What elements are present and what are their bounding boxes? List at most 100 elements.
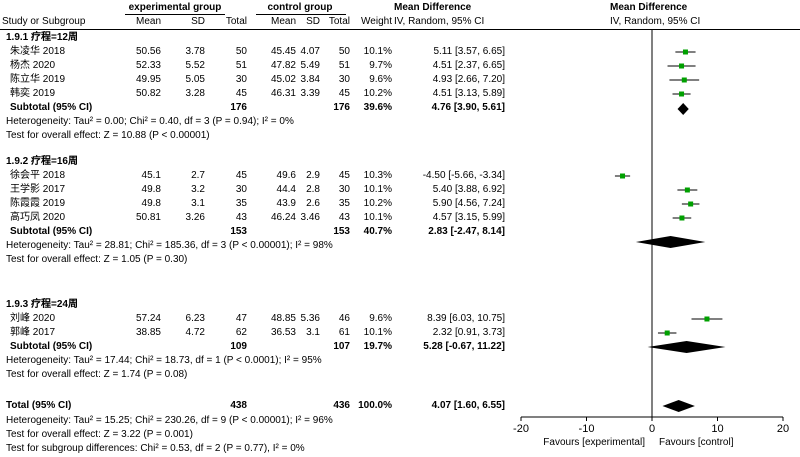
mean-difference-ci: 4.51 [3.13, 5.89]: [432, 88, 505, 99]
exp-total: 51: [235, 60, 247, 71]
ctrl-sd: 5.49: [300, 60, 320, 71]
subtotal-exp-total: 153: [230, 226, 247, 237]
overall-effect-text: Test for overall effect: Z = 1.05 (P = 0…: [6, 254, 188, 265]
exp-mean: 49.8: [141, 198, 161, 209]
ctrl-mean: 48.85: [270, 313, 296, 324]
ctrl-total: 43: [338, 212, 350, 223]
study-point: [620, 173, 626, 179]
ctrl-total: 50: [338, 46, 350, 57]
exp-total: 45: [235, 88, 247, 99]
weight: 10.2%: [363, 198, 392, 209]
study-point: [684, 187, 690, 193]
ctrl-sd: 3.39: [300, 88, 320, 99]
ctrl-sd: 2.9: [306, 170, 320, 181]
ctrl-total: 45: [338, 170, 350, 181]
mean-difference-header-left: Mean Difference: [394, 2, 472, 13]
total-diamond: [662, 400, 695, 412]
exp-sd: 6.23: [185, 313, 205, 324]
study-point: [681, 77, 687, 83]
ctrl-sd: 5.36: [300, 313, 320, 324]
study-column-header: Study or Subgroup: [2, 16, 86, 27]
study-name: 陈立华 2019: [10, 74, 66, 85]
total-label: Total (95% CI): [6, 400, 72, 411]
exp-total: 30: [235, 184, 247, 195]
mean-difference-ci: 4.57 [3.15, 5.99]: [432, 212, 505, 223]
study-name: 韩奕 2019: [10, 88, 56, 99]
ctrl-total: 61: [338, 327, 350, 338]
exp-total: 30: [235, 74, 247, 85]
exp-mean: 45.1: [141, 170, 161, 181]
ctrl-total: 35: [338, 198, 350, 209]
ctrl-sd: 2.6: [306, 198, 320, 209]
ctrl-mean: 49.6: [276, 170, 296, 181]
x-axis-tick-label: 20: [777, 423, 789, 435]
subtotal-diamond: [635, 236, 706, 248]
mean-difference-ci: 4.51 [2.37, 6.65]: [432, 60, 505, 71]
overall-effect-text: Test for overall effect: Z = 1.74 (P = 0…: [6, 369, 188, 380]
header-bottom-rule: [0, 29, 800, 30]
exp-mean: 50.81: [135, 212, 161, 223]
exp-sd: 4.72: [185, 327, 205, 338]
weight: 10.1%: [363, 212, 392, 223]
study-point: [688, 201, 694, 207]
subgroup-differences-text: Test for subgroup differences: Chi² = 0.…: [6, 443, 305, 454]
weight: 10.2%: [363, 88, 392, 99]
ctrl-sd: 4.07: [300, 46, 320, 57]
total-overall-effect-text: Test for overall effect: Z = 3.22 (P = 0…: [6, 429, 193, 440]
exp-mean: 50.56: [135, 46, 161, 57]
total1-column-header: Total: [225, 16, 247, 27]
sd1-column-header: SD: [191, 16, 205, 27]
group-title: 1.9.1 疗程=12周: [6, 32, 78, 43]
mean-difference-header-right: Mean Difference: [610, 2, 688, 13]
study-point: [704, 316, 710, 322]
exp-sd: 2.7: [191, 170, 205, 181]
weight: 10.3%: [363, 170, 392, 181]
ctrl-mean: 36.53: [270, 327, 296, 338]
exp-sd: 3.28: [185, 88, 205, 99]
ctrl-mean: 46.31: [270, 88, 296, 99]
mean-difference-ci: 5.90 [4.56, 7.24]: [432, 198, 505, 209]
control-group-header: control group: [267, 2, 333, 13]
study-point: [679, 91, 685, 97]
ci-column-header-left: IV, Random, 95% CI: [394, 16, 485, 27]
subtotal-exp-total: 176: [230, 102, 247, 113]
x-axis-tick-label: 0: [649, 423, 655, 435]
mean-difference-ci: -4.50 [-5.66, -3.34]: [422, 170, 505, 181]
mean2-column-header: Mean: [270, 16, 296, 27]
subtotal-ci: 4.76 [3.90, 5.61]: [431, 102, 505, 113]
exp-total: 62: [235, 327, 247, 338]
weight: 10.1%: [363, 184, 392, 195]
study-point: [679, 63, 685, 69]
weight-column-header: Weight: [361, 16, 392, 27]
group-title: 1.9.3 疗程=24周: [6, 299, 78, 310]
exp-sd: 3.78: [185, 46, 205, 57]
ctrl-mean: 43.9: [276, 198, 296, 209]
exp-sd: 3.2: [191, 184, 205, 195]
x-axis-tick-label: -10: [579, 423, 595, 435]
subtotal-weight: 40.7%: [363, 226, 392, 237]
total-ci: 4.07 [1.60, 6.55]: [431, 400, 505, 411]
study-name: 徐会平 2018: [10, 170, 66, 181]
control-header-rule: [256, 14, 346, 15]
exp-total: 45: [235, 170, 247, 181]
ctrl-total: 51: [338, 60, 350, 71]
subtotal-weight: 39.6%: [363, 102, 392, 113]
exp-mean: 50.82: [135, 88, 161, 99]
ctrl-sd: 3.84: [300, 74, 320, 85]
experimental-header-rule: [125, 14, 225, 15]
exp-sd: 3.1: [191, 198, 205, 209]
exp-total: 35: [235, 198, 247, 209]
heterogeneity-text: Heterogeneity: Tau² = 28.81; Chi² = 185.…: [6, 240, 333, 251]
subtotal-label: Subtotal (95% CI): [10, 102, 93, 113]
exp-mean: 38.85: [135, 327, 161, 338]
ctrl-sd: 3.1: [306, 327, 320, 338]
mean-difference-ci: 8.39 [6.03, 10.75]: [427, 313, 505, 324]
total-heterogeneity-text: Heterogeneity: Tau² = 15.25; Chi² = 230.…: [6, 415, 333, 426]
exp-sd: 5.52: [185, 60, 205, 71]
study-name: 杨杰 2020: [10, 60, 56, 71]
exp-mean: 49.95: [135, 74, 161, 85]
experimental-group-header: experimental group: [128, 2, 222, 13]
ctrl-mean: 45.02: [270, 74, 296, 85]
weight: 9.6%: [369, 313, 392, 324]
